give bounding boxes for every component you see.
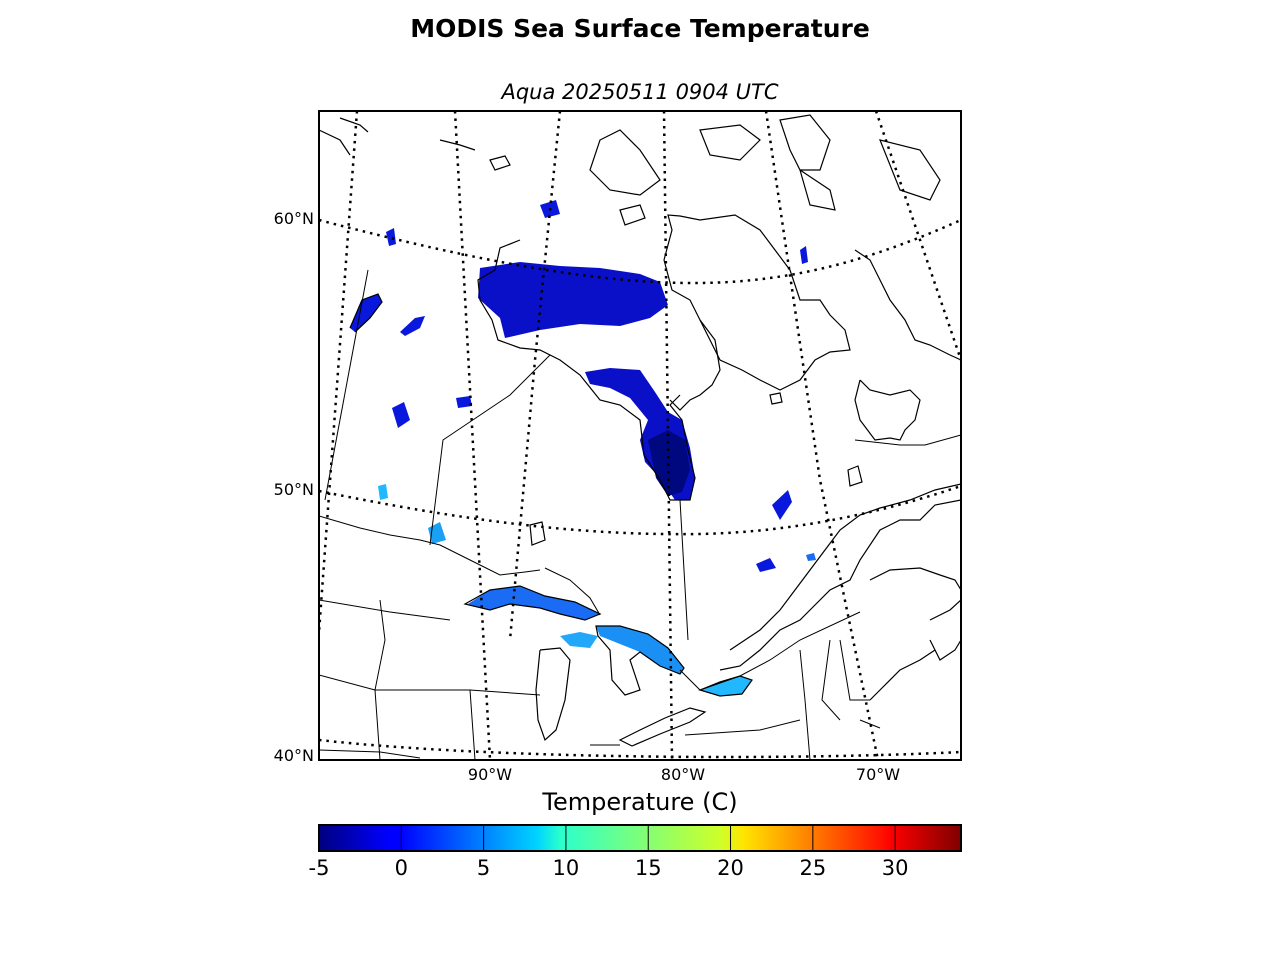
- lake-sst-small-5: [456, 396, 472, 408]
- lake-huron-outline: [595, 625, 685, 696]
- map-title: MODIS Sea Surface Temperature: [410, 14, 870, 43]
- colorbar-tick-label: 15: [634, 856, 662, 880]
- quebec-labrador-east: [854, 249, 961, 361]
- lat-label-60n: 60°N: [273, 209, 314, 228]
- map-area: [319, 111, 961, 760]
- lake-michigan-outline: [535, 647, 571, 742]
- lake-sst-small-2: [386, 228, 396, 246]
- colorbar: [318, 824, 962, 852]
- map-subtitle: Aqua 20250511 0904 UTC: [501, 80, 779, 104]
- lon-label-90w: 90°W: [467, 765, 513, 784]
- colorbar-tick-label: 25: [799, 856, 827, 880]
- colorbar-title: Temperature (C): [542, 788, 738, 816]
- border-us-states-2: [374, 599, 476, 760]
- parallel-60n: [319, 218, 961, 285]
- map-frame: [318, 110, 962, 761]
- meridian-70w: [874, 111, 961, 361]
- lake-winnipeg-outline: [349, 293, 383, 333]
- border-ontario-quebec: [679, 499, 689, 641]
- lake-sst-small-6: [772, 490, 792, 520]
- lake-sst-small-11: [378, 484, 388, 500]
- border-manitoba-ontario: [429, 354, 551, 546]
- sst-data-patches: [350, 200, 816, 696]
- lake-ontario-sst: [700, 676, 752, 696]
- arctic-islands: [589, 114, 941, 211]
- parallel-40n: [319, 738, 961, 759]
- lake-huron-sst: [596, 626, 684, 674]
- lake-small-5: [847, 465, 863, 487]
- colorbar-tick-label: 0: [394, 856, 408, 880]
- hudson-bay-coast-east: [663, 214, 851, 391]
- border-quebec-labrador: [854, 434, 961, 446]
- lake-sst-small-4: [392, 402, 410, 428]
- parallel-50n: [319, 484, 961, 536]
- meridian-75w: [764, 111, 880, 760]
- meridian-100w: [319, 111, 359, 633]
- colorbar-tick-label: -5: [308, 856, 330, 880]
- lon-label-70w: 70°W: [855, 765, 901, 784]
- lake-small-4: [769, 392, 783, 405]
- lat-label-50n: 50°N: [273, 480, 314, 499]
- james-bay-sst: [648, 430, 690, 496]
- colorbar-tick-label: 5: [476, 856, 491, 880]
- lake-small-1: [619, 204, 646, 226]
- meridian-90w: [453, 111, 492, 760]
- lake-winnipeg-sst: [350, 294, 382, 332]
- gaspe-coast: [869, 567, 961, 591]
- lake-michigan-north-sst: [560, 632, 598, 648]
- border-us-states-1: [319, 599, 541, 696]
- lake-superior-outline: [463, 585, 602, 621]
- maritimes-coast: [929, 599, 961, 661]
- border-us-canada-west: [319, 515, 541, 576]
- lake-superior-sst: [468, 586, 600, 620]
- hudson-bay-sst: [478, 262, 668, 338]
- colorbar-tick-marks: [318, 825, 896, 851]
- colorbar-tick-label: 10: [552, 856, 580, 880]
- border-us-states-4: [684, 639, 841, 760]
- border-us-states-3: [319, 744, 620, 759]
- colorbar-tick-label: 20: [717, 856, 744, 880]
- coast-far-north: [319, 117, 476, 156]
- lake-small-2: [489, 155, 511, 171]
- coastlines: [319, 114, 961, 747]
- new-england-coast: [869, 649, 936, 701]
- lake-erie-outline: [618, 707, 707, 747]
- ungava-coast: [669, 319, 721, 411]
- border-us-states-5: [839, 639, 881, 729]
- border-manitoba-sask: [324, 269, 369, 501]
- lon-label-80w: 80°W: [660, 765, 706, 784]
- meridian-85w: [508, 111, 562, 641]
- colorbar-gradient: [318, 824, 962, 852]
- hudson-bay-coast-west: [477, 239, 696, 501]
- lake-sst-small-9: [806, 553, 816, 561]
- lat-label-40n: 40°N: [273, 746, 314, 765]
- colorbar-tick-label: 30: [881, 856, 909, 880]
- labrador-coast: [854, 379, 921, 441]
- border-us-canada-lakes: [544, 567, 861, 691]
- st-lawrence-north: [729, 483, 961, 651]
- lake-ontario-outline: [698, 675, 753, 697]
- lake-sst-small-8: [800, 246, 808, 264]
- lake-small-3: [529, 521, 546, 546]
- political-boundaries: [319, 269, 961, 760]
- st-lawrence-south: [719, 499, 961, 671]
- lake-sst-small-1: [400, 316, 425, 336]
- graticule: [319, 111, 961, 760]
- lake-sst-small-7: [756, 558, 776, 572]
